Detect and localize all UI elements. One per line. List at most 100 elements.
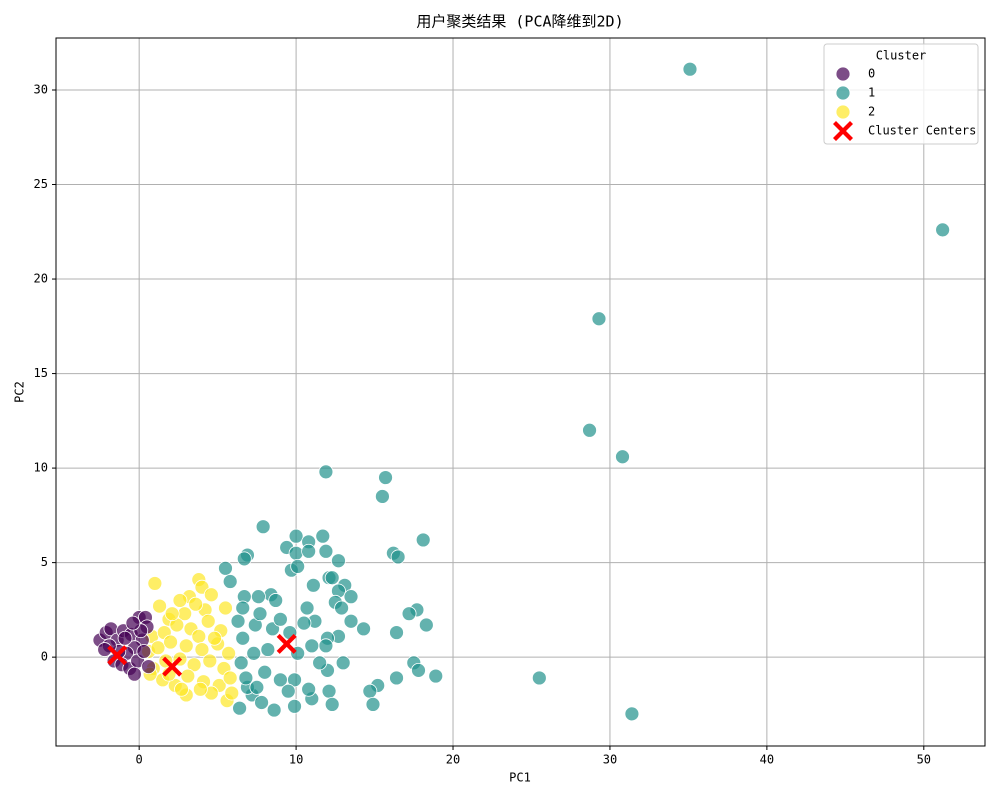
point xyxy=(304,638,320,654)
point xyxy=(218,600,233,616)
point xyxy=(378,470,393,485)
point xyxy=(178,638,194,654)
legend-label: 0 xyxy=(868,67,875,81)
point xyxy=(192,681,208,697)
y-tick-label: 0 xyxy=(41,650,48,664)
y-tick-label: 30 xyxy=(34,82,48,96)
legend-box xyxy=(823,43,979,145)
point xyxy=(591,311,607,327)
legend-label: 1 xyxy=(868,86,875,100)
point xyxy=(365,697,381,712)
point xyxy=(266,702,282,718)
point xyxy=(255,519,271,535)
point xyxy=(254,695,269,710)
point xyxy=(180,668,196,684)
x-tick-label: 10 xyxy=(289,753,303,767)
point xyxy=(835,66,851,82)
point xyxy=(233,655,249,671)
point xyxy=(301,543,317,559)
point xyxy=(287,672,302,688)
point xyxy=(343,613,359,629)
y-tick-label: 15 xyxy=(34,366,48,380)
point xyxy=(315,528,331,544)
point xyxy=(125,615,141,631)
point xyxy=(318,464,334,480)
point xyxy=(191,628,207,644)
point xyxy=(299,600,315,616)
legend-label: 2 xyxy=(868,105,875,119)
x-tick-label: 0 xyxy=(136,753,143,767)
point xyxy=(428,668,444,684)
point xyxy=(200,613,216,629)
x-tick-label: 50 xyxy=(917,753,931,767)
y-axis-label: PC2 xyxy=(13,381,27,403)
point xyxy=(531,670,547,686)
point xyxy=(251,589,266,605)
point xyxy=(268,593,284,608)
point xyxy=(615,449,630,465)
point xyxy=(389,625,404,640)
y-tick-label: 5 xyxy=(41,555,48,569)
point xyxy=(207,630,222,646)
point xyxy=(624,706,640,722)
point xyxy=(232,700,248,716)
point xyxy=(682,61,698,77)
point xyxy=(335,655,351,671)
point xyxy=(222,574,238,589)
point xyxy=(172,593,188,608)
point xyxy=(236,551,252,567)
x-axis-label: PC1 xyxy=(509,771,531,785)
point xyxy=(186,657,202,673)
point xyxy=(290,559,306,574)
center-marker xyxy=(162,656,183,677)
point xyxy=(582,422,597,438)
point xyxy=(935,222,951,238)
point xyxy=(188,596,204,612)
point xyxy=(835,85,851,101)
point xyxy=(415,532,431,548)
point xyxy=(305,577,321,593)
point xyxy=(257,664,273,680)
center-marker xyxy=(833,121,853,141)
x-tick-label: 30 xyxy=(603,753,617,767)
point xyxy=(136,644,152,659)
point xyxy=(362,683,378,699)
point xyxy=(390,549,406,565)
center-marker xyxy=(276,633,297,654)
point xyxy=(389,670,404,686)
point xyxy=(301,681,317,697)
chart-title: 用户聚类结果 (PCA降维到2D) xyxy=(416,13,623,31)
point xyxy=(127,666,142,682)
point xyxy=(230,613,246,629)
point xyxy=(296,615,312,631)
point xyxy=(235,600,251,616)
point xyxy=(312,655,328,671)
point xyxy=(401,606,417,622)
point xyxy=(218,560,233,576)
point xyxy=(260,642,276,657)
point xyxy=(224,685,240,701)
point xyxy=(246,645,262,661)
point xyxy=(163,634,178,650)
point xyxy=(288,528,304,544)
point xyxy=(287,698,302,714)
point xyxy=(280,683,296,699)
point xyxy=(203,587,219,603)
point xyxy=(249,679,265,695)
y-tick-label: 20 xyxy=(34,272,48,286)
point xyxy=(174,681,189,697)
point xyxy=(252,606,268,622)
plot-frame xyxy=(55,37,986,747)
point xyxy=(318,543,334,559)
point xyxy=(318,638,334,654)
point xyxy=(835,104,851,120)
x-tick-label: 20 xyxy=(446,753,460,767)
point xyxy=(202,653,218,669)
y-tick-label: 25 xyxy=(34,177,48,191)
point xyxy=(235,630,251,646)
y-tick-label: 10 xyxy=(34,461,48,475)
point xyxy=(117,630,133,646)
point xyxy=(343,589,359,605)
point xyxy=(288,545,304,561)
